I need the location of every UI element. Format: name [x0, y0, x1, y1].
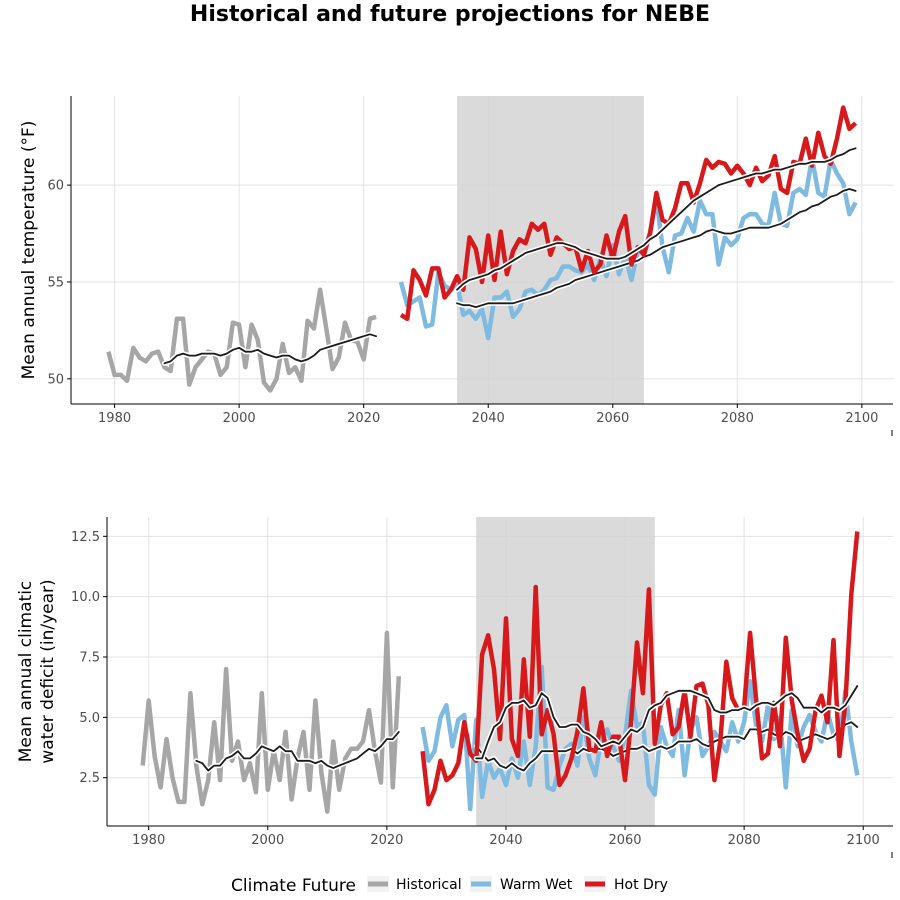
series-line-warm-wet-smoothed: [475, 721, 859, 772]
series-line-historical-smoothed: [163, 333, 378, 365]
x-tick-label: 2000: [251, 833, 284, 848]
x-tick-label: 2100: [847, 833, 880, 848]
y-tick-label: 60: [47, 179, 64, 194]
y-tick-label: 5.0: [79, 711, 100, 726]
x-tick-label: 1980: [98, 411, 131, 426]
series-line-warm-wet: [398, 155, 858, 341]
series-line-warm-wet: [420, 664, 860, 812]
legend-label-warm-wet: Warm Wet: [500, 877, 573, 893]
y-axis-label-line: Mean annual climatic: [16, 581, 36, 763]
y-tick-label: 7.5: [79, 651, 100, 666]
y-tick-label: 50: [47, 372, 64, 387]
y-tick-label: 55: [47, 275, 64, 290]
x-tick-label: 2000: [223, 411, 256, 426]
series-line-historical-smoothed: [195, 731, 400, 772]
legend-label-historical: Historical: [396, 877, 462, 893]
y-tick-label: 2.5: [79, 771, 100, 786]
x-tick-label: 2080: [728, 833, 761, 848]
water-deficit-panel: 1980 2000 2020 2040 2060 2080 2100 2.5 5.0 7.5 10.…: [16, 517, 893, 858]
x-tick-label: 2020: [370, 833, 403, 848]
x-tick-label: 2080: [721, 411, 754, 426]
series-line-hot-dry-smoothed: [456, 147, 857, 291]
series-line-historical: [140, 630, 402, 814]
series-line-hot-dry: [399, 105, 858, 322]
x-tick-label: 2100: [845, 411, 878, 426]
series-line-hot-dry: [420, 531, 860, 807]
y-axis-label: Mean annual climatic water deficit (in/ye…: [16, 579, 58, 763]
legend-title: Climate Future: [231, 876, 356, 896]
legend: Climate Future Historical Warm Wet Hot D…: [231, 876, 668, 896]
series-line-hot-dry-smoothed: [475, 685, 859, 760]
x-tick-label: 2020: [347, 411, 380, 426]
x-tick-label: 2040: [472, 411, 505, 426]
x-tick-label: 2060: [608, 833, 641, 848]
chart-title: Historical and future projections for NE…: [190, 2, 710, 27]
series-line-historical: [106, 287, 377, 393]
y-tick-label: 12.5: [71, 530, 100, 545]
x-tick-label: 2060: [596, 411, 629, 426]
y-axis-label: Mean annual temperature (°F): [19, 121, 39, 380]
x-tick-label: 2040: [489, 833, 522, 848]
temperature-panel: 1980 2000 2020 2040 2060 2080 2100 50 55 60 Mean a…: [19, 96, 893, 436]
x-tick-label: 1980: [132, 833, 165, 848]
series-line-warm-wet-smoothed: [456, 188, 857, 309]
y-axis-label-line: water deficit (in/year): [38, 579, 58, 763]
y-tick-label: 10.0: [71, 590, 100, 605]
legend-label-hot-dry: Hot Dry: [614, 877, 668, 893]
y-axis-label-line: Mean annual temperature (°F): [19, 121, 39, 380]
